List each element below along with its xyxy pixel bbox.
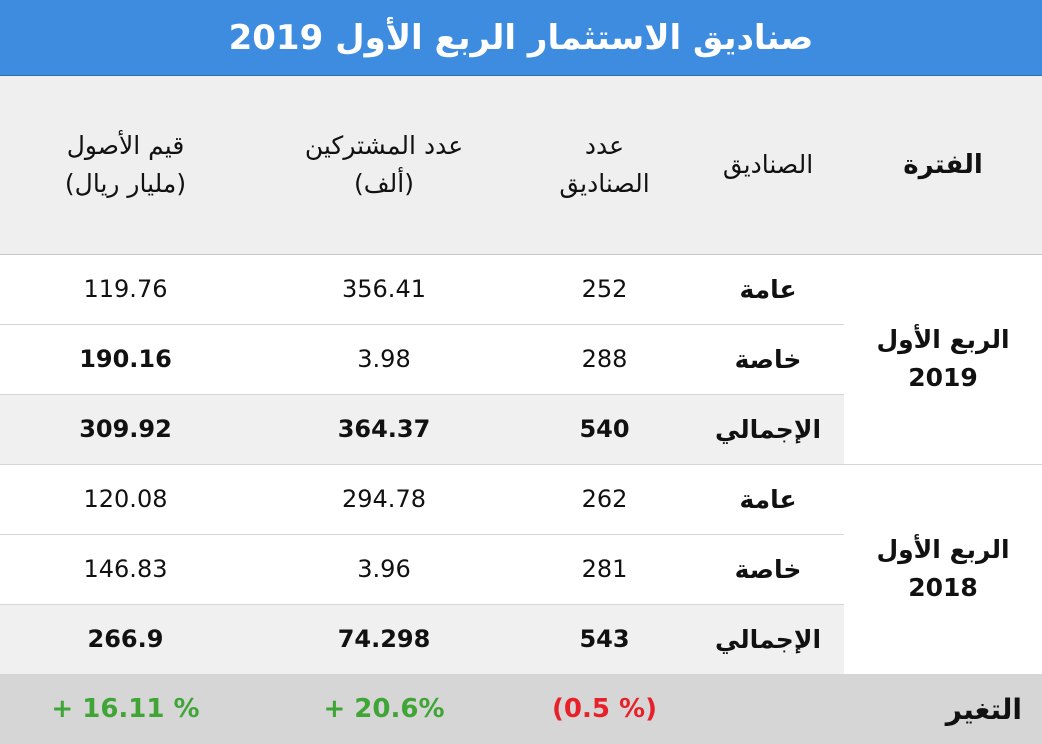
subscribers: 364.37 — [251, 394, 517, 465]
fund-count: 262 — [517, 464, 692, 535]
subscribers: 74.298 — [251, 604, 517, 674]
subscribers-value: 3.98 — [357, 345, 411, 373]
fund-type: عامة — [692, 464, 844, 535]
fund-count: 540 — [517, 394, 692, 465]
subscribers: 3.98 — [251, 324, 517, 395]
period-year: 2018 — [908, 573, 978, 602]
assets: 266.9 — [0, 604, 251, 674]
table-row: الربع الأول 2018 عامة 262 294.78 120.08 — [0, 464, 1042, 675]
header-period: الفترة — [844, 76, 1042, 255]
fund-count-value: 543 — [579, 625, 630, 654]
change-label: التغير — [692, 674, 1042, 744]
fund-type: عامة — [692, 254, 844, 325]
header-count-line2: الصناديق — [559, 168, 650, 198]
header-subscribers: عدد المشتركين (ألف) — [251, 76, 517, 255]
assets-value: 120.08 — [83, 485, 168, 513]
header-assets-line2: (مليار ريال) — [64, 168, 187, 198]
subscribers: 356.41 — [251, 254, 517, 325]
change-subscribers-value: + 20.6% — [323, 694, 445, 724]
fund-type: خاصة — [692, 534, 844, 605]
table-row: الربع الأول 2019 عامة 252 356.41 119.76 — [0, 254, 1042, 465]
fund-count-value: 262 — [581, 485, 628, 513]
funds-table: الفترة الصناديق عدد الصناديق عدد المشترك… — [0, 76, 1042, 744]
subscribers: 294.78 — [251, 464, 517, 535]
header-assets-line1: قيم الأصول — [66, 130, 185, 160]
assets-value: 190.16 — [79, 345, 172, 373]
assets: 190.16 — [0, 324, 251, 395]
fund-count-value: 252 — [581, 275, 628, 303]
subscribers: 3.96 — [251, 534, 517, 605]
change-count-value: (0.5 %) — [552, 694, 657, 724]
fund-count: 288 — [517, 324, 692, 395]
period-label: الربع الأول — [876, 535, 1010, 564]
assets-value: 309.92 — [79, 415, 172, 443]
change-assets-value: + 16.11 % — [51, 694, 200, 724]
header-row: الفترة الصناديق عدد الصناديق عدد المشترك… — [0, 76, 1042, 255]
table-title: صناديق الاستثمار الربع الأول 2019 — [0, 0, 1042, 76]
period-label: الربع الأول — [876, 325, 1010, 354]
period-cell-2018: الربع الأول 2018 — [844, 464, 1042, 675]
assets: 146.83 — [0, 534, 251, 605]
table-row: خاصة 281 3.96 146.83 — [0, 534, 1042, 605]
fund-count-value: 288 — [581, 345, 628, 373]
header-assets: قيم الأصول (مليار ريال) — [0, 76, 251, 255]
header-subscribers-line2: (ألف) — [354, 168, 414, 198]
subscribers-value: 356.41 — [342, 275, 426, 303]
fund-type: خاصة — [692, 324, 844, 395]
change-subscribers: + 20.6% — [251, 674, 517, 744]
header-count: عدد الصناديق — [517, 76, 692, 255]
change-row: التغير (0.5 %) + 20.6% + 16.11 % — [0, 674, 1042, 744]
subscribers-value: 3.96 — [357, 555, 411, 583]
total-row: الإجمالي 543 74.298 266.9 — [0, 604, 1042, 674]
total-row: الإجمالي 540 364.37 309.92 — [0, 394, 1042, 465]
assets: 119.76 — [0, 254, 251, 325]
period-cell-2019: الربع الأول 2019 — [844, 254, 1042, 465]
fund-count-value: 281 — [581, 555, 628, 583]
assets: 120.08 — [0, 464, 251, 535]
header-subscribers-line1: عدد المشتركين — [304, 130, 464, 160]
fund-type-total: الإجمالي — [692, 604, 844, 674]
fund-count: 281 — [517, 534, 692, 605]
subscribers-value: 364.37 — [337, 415, 431, 443]
change-assets: + 16.11 % — [0, 674, 251, 744]
table-row: خاصة 288 3.98 190.16 — [0, 324, 1042, 395]
fund-type-total: الإجمالي — [692, 394, 844, 465]
assets-value: 119.76 — [83, 275, 168, 303]
subscribers-value: 74.298 — [337, 625, 431, 654]
header-count-line1: عدد — [584, 130, 625, 160]
change-count: (0.5 %) — [517, 674, 692, 744]
period-year: 2019 — [908, 363, 978, 392]
assets: 309.92 — [0, 394, 251, 465]
fund-count: 252 — [517, 254, 692, 325]
assets-value: 266.9 — [87, 625, 164, 654]
fund-count-value: 540 — [579, 415, 630, 443]
fund-count: 543 — [517, 604, 692, 674]
subscribers-value: 294.78 — [342, 485, 426, 513]
header-funds: الصناديق — [692, 76, 844, 255]
assets-value: 146.83 — [83, 555, 168, 583]
